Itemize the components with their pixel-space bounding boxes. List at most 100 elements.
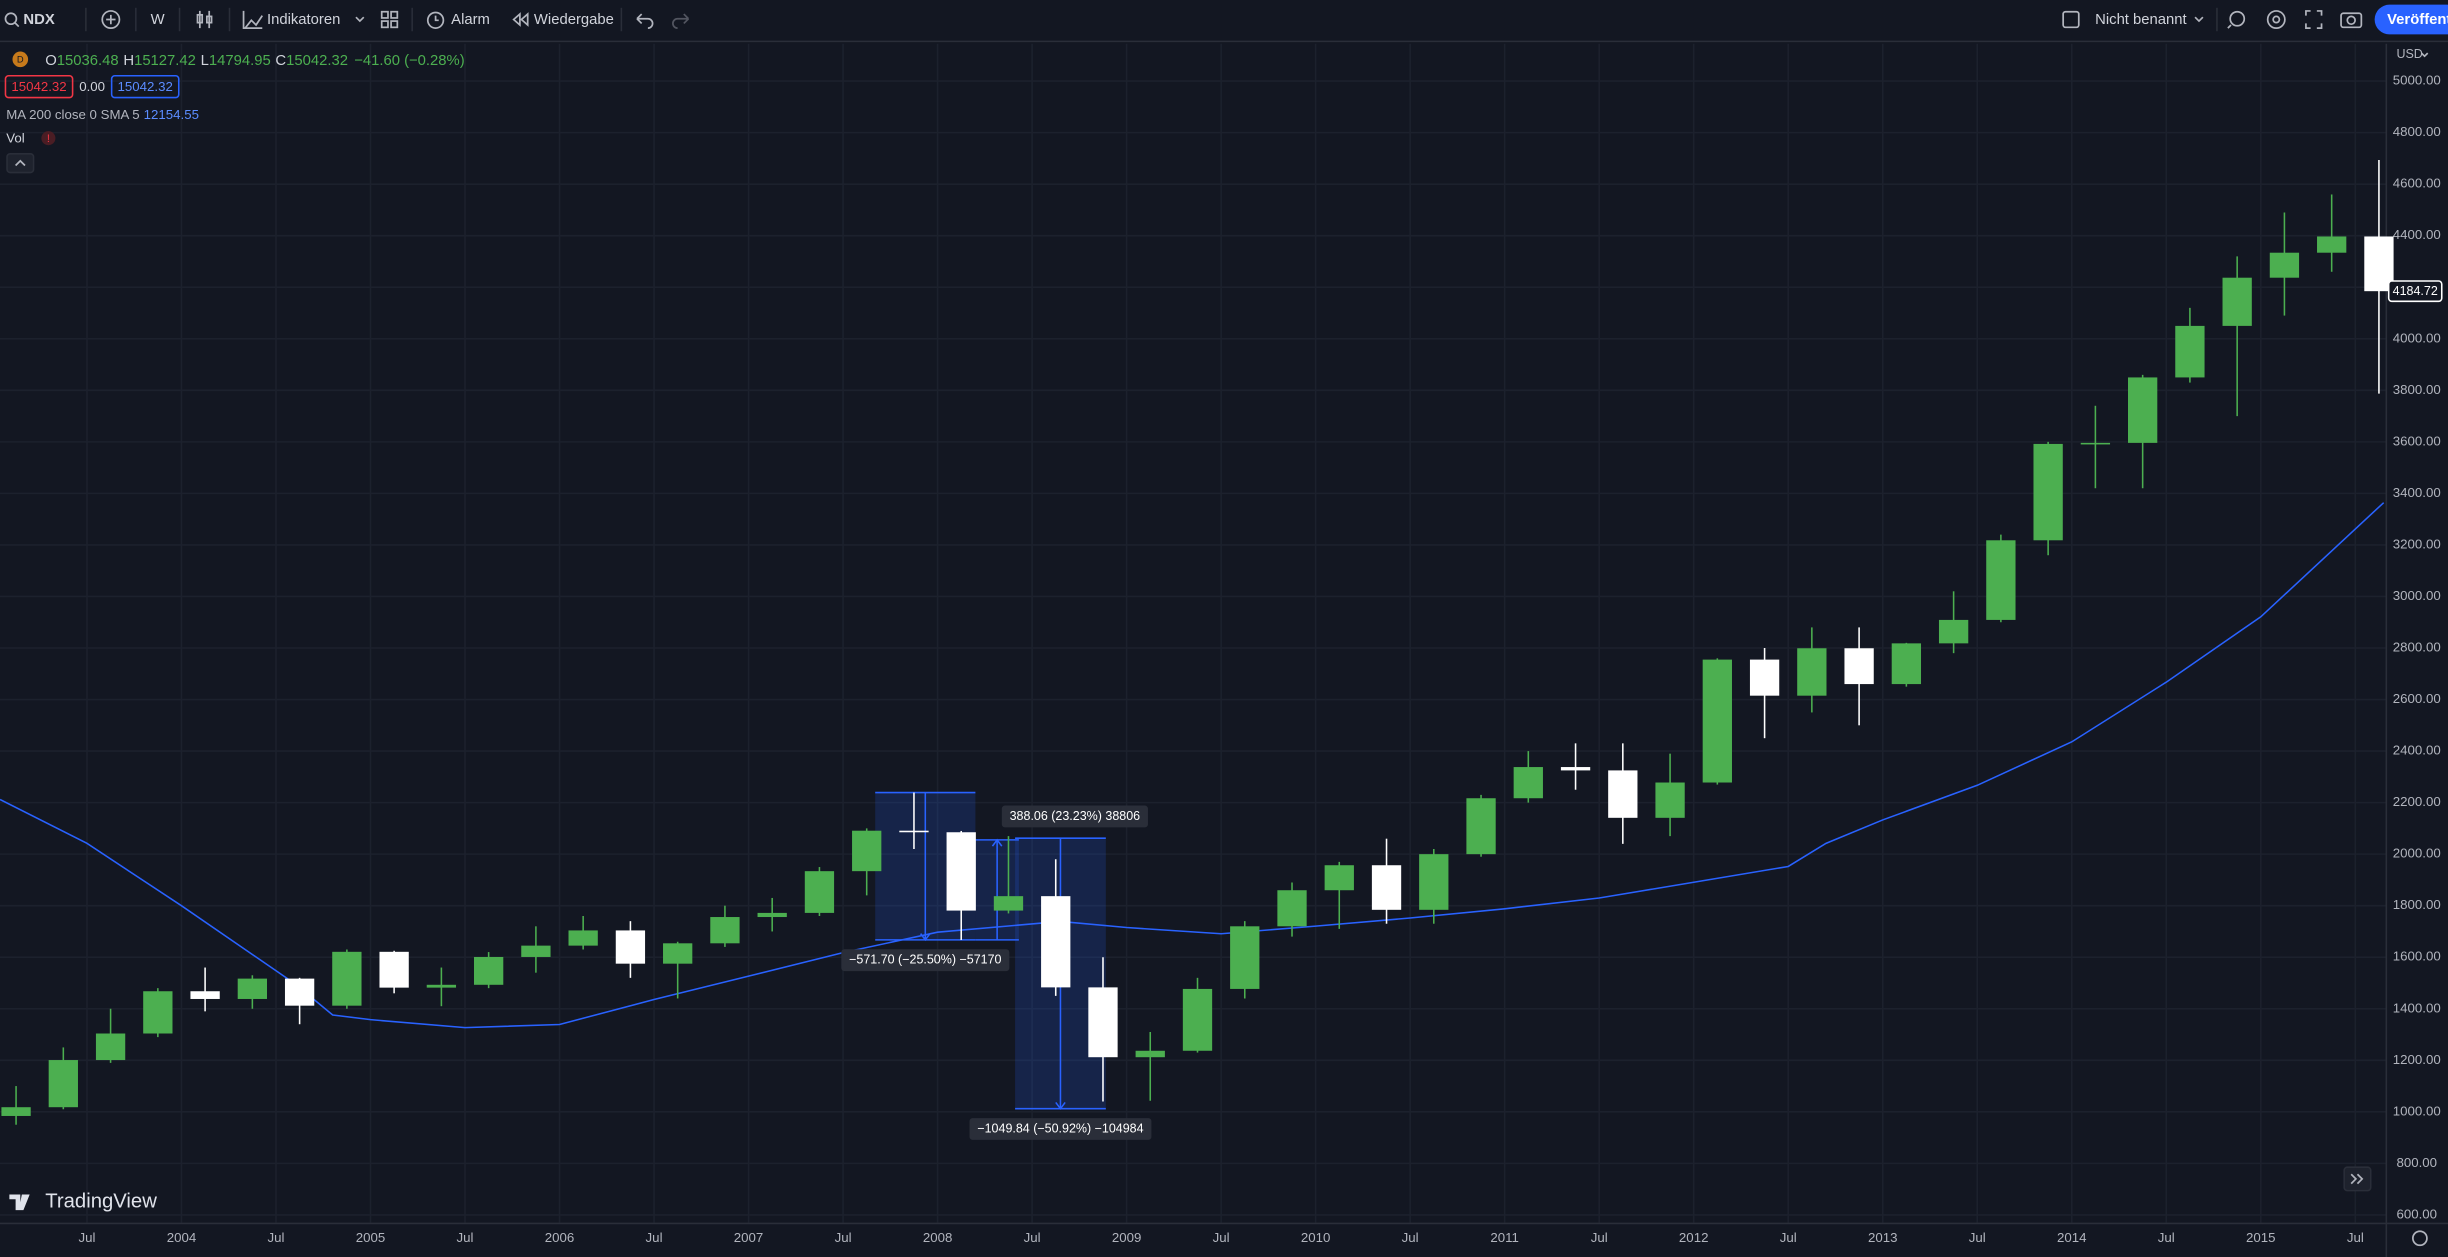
candle-body — [946, 832, 976, 911]
low-label: L — [201, 53, 209, 69]
layout-name[interactable]: Nicht benannt — [2095, 12, 2187, 28]
y-tick-label: 2200.00 — [2393, 794, 2441, 809]
ask-box[interactable] — [110, 74, 180, 99]
alert-button[interactable]: Alarm — [426, 11, 490, 29]
y-tick-label: 1600.00 — [2393, 949, 2441, 964]
measure-arrow-head — [1055, 1101, 1066, 1111]
candle-body — [2033, 443, 2063, 541]
x-tick-label: Jul — [2347, 1230, 2364, 1245]
y-tick-label: 3200.00 — [2393, 536, 2441, 551]
candle-body — [1560, 767, 1591, 771]
candle-body — [1986, 540, 2016, 620]
snapshot-button[interactable] — [2340, 12, 2363, 29]
candle-body — [710, 917, 740, 944]
y-tick-label: 4400.00 — [2393, 227, 2441, 242]
candle-body — [95, 1033, 126, 1061]
redo-button[interactable] — [672, 13, 690, 29]
x-tick-label: 2005 — [356, 1230, 386, 1245]
y-tick-label: 600.00 — [2396, 1206, 2437, 1221]
x-tick-label: Jul — [1213, 1230, 1230, 1245]
indicators-button[interactable]: Indikatoren — [242, 10, 365, 29]
candle-body — [1513, 767, 1543, 799]
y-tick-label: 3400.00 — [2393, 485, 2441, 500]
x-tick-label: 2014 — [2057, 1230, 2087, 1245]
replay-label[interactable]: Wiedergabe — [534, 12, 614, 28]
layout-icon[interactable] — [2062, 10, 2080, 29]
measure-label: 388.06 (23.23%) 38806 — [1010, 809, 1141, 823]
bid-value[interactable]: 15042.32 — [11, 79, 66, 94]
scroll-icon — [2350, 1173, 2364, 1185]
candle-body — [190, 991, 220, 999]
templates-button[interactable] — [380, 10, 399, 29]
bid-box[interactable] — [4, 74, 74, 99]
x-tick-label: 2010 — [1301, 1230, 1331, 1245]
open-value: 15036.48 — [57, 53, 119, 69]
ask-value[interactable]: 15042.32 — [118, 79, 173, 94]
measure-arrow-head — [991, 838, 1003, 847]
candle-body — [1277, 890, 1307, 927]
candle-body — [1655, 782, 1685, 818]
collapse-button[interactable] — [6, 153, 35, 174]
publish-label[interactable]: Veröffentl — [2387, 12, 2448, 28]
candle-body — [663, 943, 693, 964]
y-tick-label: 800.00 — [2396, 1155, 2437, 1170]
compare-button[interactable] — [101, 10, 121, 29]
candle-body — [1088, 987, 1118, 1058]
symbol-search[interactable]: NDX — [4, 12, 55, 28]
x-tick-label: 2004 — [167, 1230, 197, 1245]
fullscreen-button[interactable] — [2305, 10, 2323, 29]
x-tick-label: 2006 — [545, 1230, 575, 1245]
x-tick-label: Jul — [1402, 1230, 1419, 1245]
alert-label[interactable]: Alarm — [451, 12, 490, 28]
candle-body — [1182, 988, 1213, 1051]
x-tick-label: 2013 — [1868, 1230, 1898, 1245]
replay-button[interactable]: Wiedergabe — [512, 12, 614, 28]
candle-body — [1466, 798, 1496, 855]
scroll-right-button[interactable] — [2343, 1166, 2372, 1192]
y-tick-label: 1000.00 — [2393, 1103, 2441, 1118]
y-tick-label: 3600.00 — [2393, 433, 2441, 448]
candle-body — [1041, 896, 1071, 988]
y-tick-label: 2600.00 — [2393, 691, 2441, 706]
last-price: 4184.72 — [2393, 284, 2438, 298]
candle-body — [2222, 277, 2252, 326]
publish-button[interactable] — [2374, 4, 2448, 35]
interval[interactable]: W — [151, 12, 165, 28]
toolbar-bg — [0, 0, 2448, 41]
x-tick-label: Jul — [2158, 1230, 2175, 1245]
candle-body — [2317, 236, 2347, 253]
ma-label[interactable]: MA 200 close 0 SMA 5 — [6, 107, 139, 122]
y-tick-label: 5000.00 — [2393, 73, 2441, 88]
layout-menu[interactable] — [2194, 16, 2204, 23]
indicators-label[interactable]: Indikatoren — [267, 12, 340, 28]
y-tick-label: 2000.00 — [2393, 846, 2441, 861]
quick-search[interactable] — [2227, 10, 2246, 29]
candle-body — [332, 951, 362, 1006]
x-tick-label: Jul — [1969, 1230, 1986, 1245]
change-value: −41.60 (−0.28%) — [354, 53, 465, 69]
candle-body — [1844, 648, 1874, 685]
ma-value: 12154.55 — [144, 107, 199, 122]
candle-body — [899, 830, 929, 833]
candle-body — [993, 896, 1024, 911]
x-tick-label: 2008 — [923, 1230, 953, 1245]
spread-value: 0.00 — [79, 79, 105, 94]
axis-settings[interactable] — [2412, 1230, 2428, 1247]
chart-type-button[interactable] — [196, 10, 213, 29]
candle-body — [1324, 865, 1354, 891]
symbol[interactable]: NDX — [23, 12, 54, 28]
ma-line — [0, 502, 2385, 1029]
settings-button[interactable] — [2266, 10, 2286, 29]
vol-error[interactable] — [41, 131, 56, 146]
undo-button[interactable] — [636, 13, 654, 29]
x-tick-label: 2011 — [1490, 1230, 1519, 1245]
candle-body — [2127, 377, 2158, 443]
x-tick-label: Jul — [78, 1230, 95, 1245]
ohlc-legend: O15036.48 H15127.42 L14794.95 C15042.32 −41.… — [45, 53, 464, 69]
x-tick-label: 2009 — [1112, 1230, 1142, 1245]
y-tick-label: 3000.00 — [2393, 588, 2441, 603]
vol-label[interactable]: Vol — [6, 130, 24, 145]
candle-body — [1891, 643, 1922, 685]
